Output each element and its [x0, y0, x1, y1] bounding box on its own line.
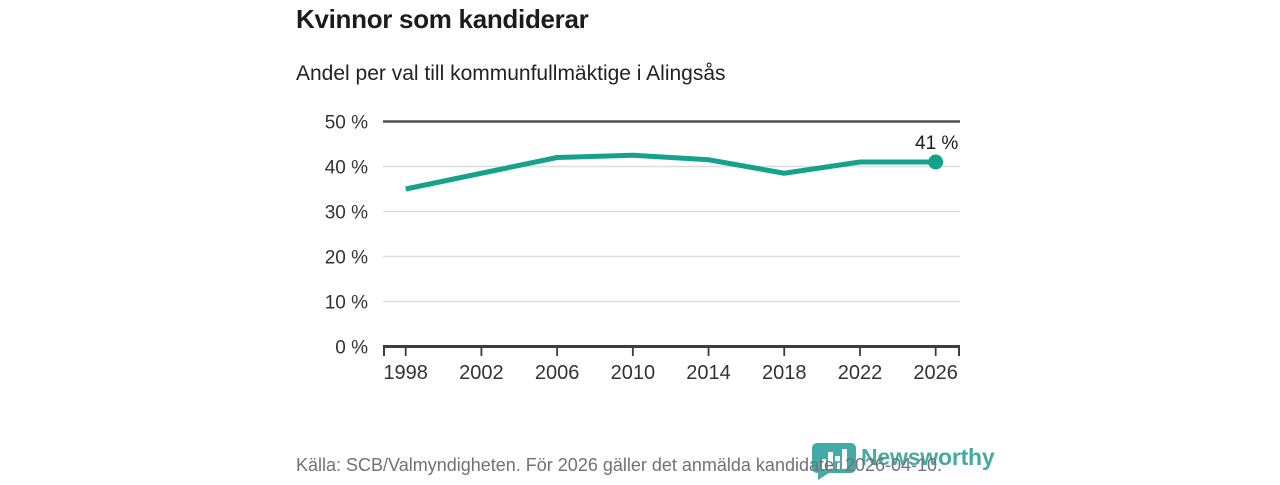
svg-text:20 %: 20 %: [325, 248, 368, 269]
svg-text:41 %: 41 %: [915, 133, 958, 154]
source-note: Källa: SCB/Valmyndigheten. För 2026 gäll…: [296, 455, 943, 475]
svg-text:2014: 2014: [686, 362, 731, 384]
newsworthy-wordmark: Newsworthy: [861, 444, 995, 470]
page-subtitle: Andel per val till kommunfullmäktige i A…: [296, 62, 726, 85]
chart-area: 0 % 10 % 20 % 30 % 40 % 50 % 1998 2002 2006 2010 2…: [320, 100, 980, 400]
svg-text:1998: 1998: [383, 362, 428, 384]
svg-text:2022: 2022: [838, 362, 883, 384]
svg-text:30 %: 30 %: [325, 203, 368, 224]
svg-text:2006: 2006: [535, 362, 580, 384]
svg-text:0 %: 0 %: [335, 338, 368, 359]
svg-text:2002: 2002: [459, 362, 504, 384]
bar-chart-speech-bubble-icon: [812, 443, 856, 485]
svg-text:10 %: 10 %: [325, 293, 368, 314]
page-title: Kvinnor som kandiderar: [296, 4, 589, 34]
svg-text:2010: 2010: [611, 362, 656, 384]
svg-text:2026: 2026: [913, 362, 958, 384]
newsworthy-logo: Newsworthy: [812, 443, 995, 485]
line-chart: 0 % 10 % 20 % 30 % 40 % 50 % 1998 2002 2006 2010 2…: [325, 113, 960, 384]
svg-text:40 %: 40 %: [325, 158, 368, 179]
svg-text:50 %: 50 %: [325, 113, 368, 134]
svg-text:2018: 2018: [762, 362, 807, 384]
